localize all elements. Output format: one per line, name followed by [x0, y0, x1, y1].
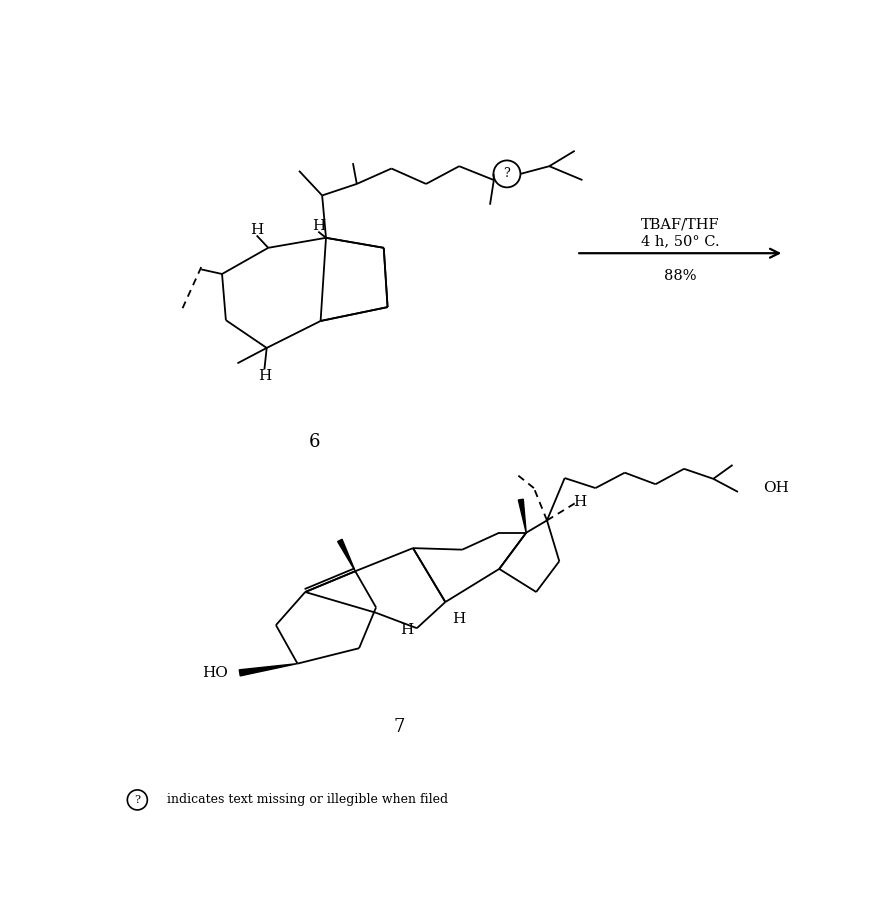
- Text: ?: ?: [504, 167, 511, 180]
- Text: indicates text missing or illegible when filed: indicates text missing or illegible when…: [167, 794, 448, 807]
- Text: H: H: [452, 612, 466, 626]
- Polygon shape: [518, 499, 526, 533]
- Text: 88%: 88%: [664, 269, 696, 282]
- Text: HO: HO: [202, 665, 228, 680]
- Text: 6: 6: [309, 433, 320, 450]
- Text: 4 h, 50° C.: 4 h, 50° C.: [641, 234, 719, 247]
- Text: H: H: [401, 623, 413, 637]
- Polygon shape: [239, 664, 297, 676]
- Text: 7: 7: [393, 718, 405, 736]
- Polygon shape: [338, 539, 355, 571]
- Text: H: H: [250, 223, 263, 237]
- Text: H: H: [258, 369, 271, 383]
- Text: OH: OH: [763, 481, 789, 495]
- Text: H: H: [312, 220, 325, 234]
- Text: ?: ?: [134, 795, 141, 805]
- Text: H: H: [573, 495, 587, 509]
- Text: TBAF/THF: TBAF/THF: [641, 218, 719, 232]
